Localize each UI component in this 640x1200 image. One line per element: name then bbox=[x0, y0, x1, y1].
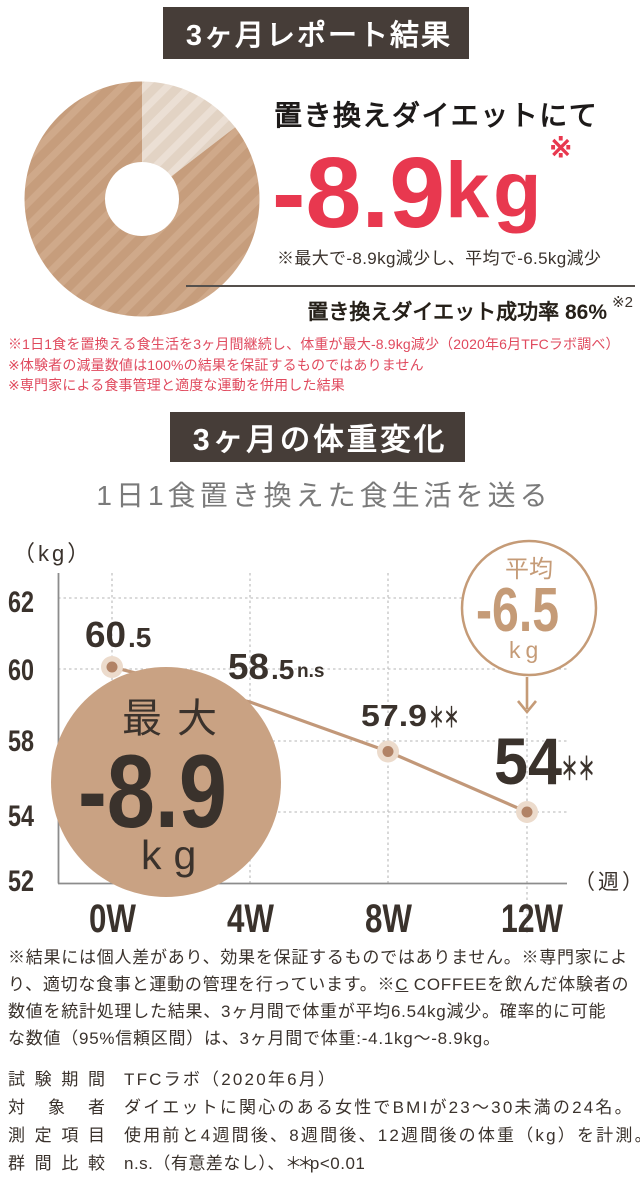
svg-text:52: 52 bbox=[8, 865, 34, 898]
svg-text:8W: 8W bbox=[365, 897, 412, 940]
svg-text:kg: kg bbox=[141, 832, 208, 878]
svg-text:（kg）: （kg） bbox=[13, 541, 92, 566]
svg-text:n.s: n.s bbox=[297, 661, 324, 682]
svg-text:0W: 0W bbox=[89, 897, 136, 940]
svg-text:.5: .5 bbox=[128, 622, 151, 653]
svg-text:4W: 4W bbox=[227, 897, 274, 940]
svg-text:最大: 最大 bbox=[122, 697, 232, 741]
svg-text:60: 60 bbox=[8, 654, 34, 687]
svg-text:＊＊: ＊＊ bbox=[429, 703, 459, 733]
svg-text:57.9: 57.9 bbox=[361, 698, 427, 733]
svg-text:-6.5: -6.5 bbox=[476, 576, 559, 645]
svg-text:kg: kg bbox=[509, 637, 543, 663]
svg-text:54: 54 bbox=[494, 724, 562, 798]
svg-text:58: 58 bbox=[228, 646, 269, 687]
svg-text:（週）: （週） bbox=[574, 871, 640, 894]
svg-text:平均: 平均 bbox=[505, 556, 553, 583]
svg-text:54: 54 bbox=[8, 800, 34, 833]
svg-text:＊＊: ＊＊ bbox=[561, 752, 595, 787]
svg-text:12W: 12W bbox=[501, 897, 563, 940]
svg-text:.5: .5 bbox=[271, 654, 294, 685]
svg-text:-8.9: -8.9 bbox=[78, 734, 227, 850]
svg-text:58: 58 bbox=[8, 725, 34, 758]
svg-text:60: 60 bbox=[85, 614, 126, 655]
svg-text:62: 62 bbox=[8, 586, 34, 619]
